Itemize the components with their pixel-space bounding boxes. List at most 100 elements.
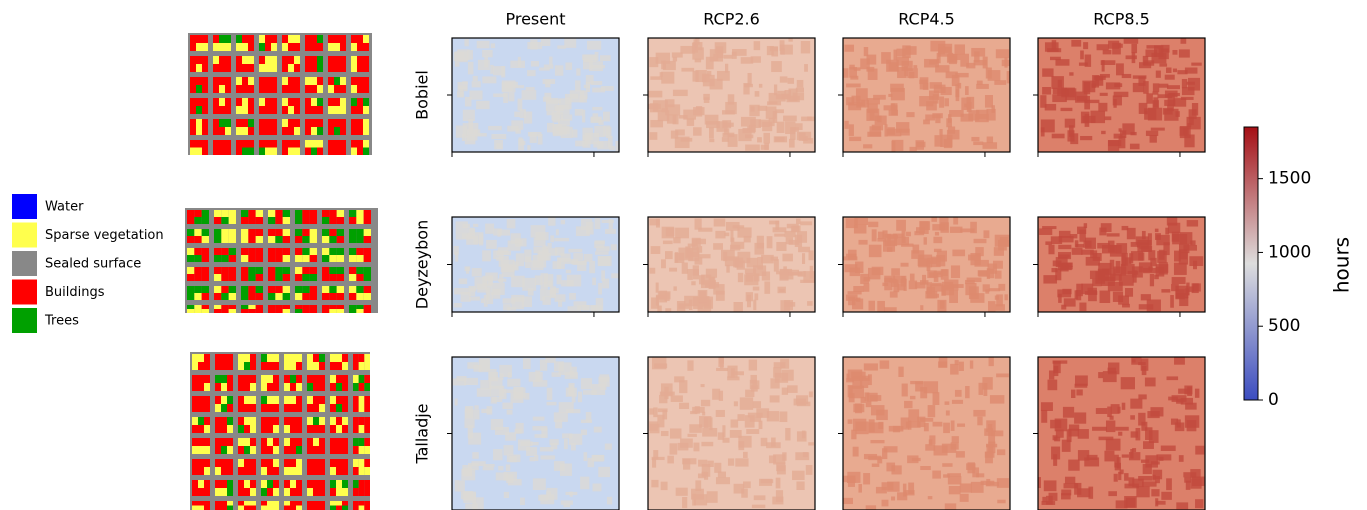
land-cell bbox=[275, 210, 283, 217]
land-cell bbox=[282, 248, 290, 255]
land-cell bbox=[241, 309, 249, 313]
heatmap-patch bbox=[871, 463, 880, 467]
land-cell bbox=[364, 459, 370, 467]
heatmap-patch bbox=[580, 419, 593, 424]
heatmap-patch bbox=[775, 477, 781, 489]
land-cell bbox=[328, 127, 334, 135]
land-cell bbox=[313, 354, 319, 362]
land-cell bbox=[319, 438, 325, 446]
heatmap-panel bbox=[838, 216, 1011, 317]
heatmap-patch bbox=[1154, 274, 1159, 280]
heatmap-patch bbox=[974, 51, 980, 63]
heatmap-patch bbox=[1114, 83, 1123, 88]
heatmap-patch bbox=[906, 112, 915, 118]
heatmap-panel bbox=[447, 216, 620, 317]
land-cell bbox=[190, 140, 196, 148]
land-cell bbox=[302, 286, 310, 293]
land-cell bbox=[194, 274, 202, 281]
heatmap-patch bbox=[768, 92, 778, 105]
land-cell bbox=[192, 488, 198, 496]
heatmap-patch bbox=[478, 234, 484, 246]
heatmap-patch bbox=[539, 359, 548, 371]
heatmap-patch bbox=[1146, 299, 1161, 312]
heatmap-patch bbox=[863, 473, 871, 485]
land-cell bbox=[307, 438, 313, 446]
heatmap-patch bbox=[713, 284, 725, 295]
heatmap-patch bbox=[691, 237, 701, 247]
heatmap-patch bbox=[517, 98, 523, 111]
land-cell bbox=[353, 362, 359, 370]
heatmap-patch bbox=[1106, 233, 1120, 237]
land-cell bbox=[288, 106, 294, 114]
land-cell bbox=[221, 236, 229, 243]
heatmap-patch bbox=[915, 140, 925, 150]
land-cell bbox=[215, 375, 221, 383]
heatmap-patch bbox=[888, 62, 898, 71]
land-cell bbox=[357, 56, 363, 64]
heatmap-patch bbox=[659, 394, 668, 404]
land-cell bbox=[244, 404, 250, 412]
heatmap-patch bbox=[571, 442, 576, 451]
land-cell bbox=[282, 85, 288, 93]
heatmap-patch bbox=[1112, 291, 1124, 302]
heatmap-patch bbox=[996, 373, 1009, 378]
heatmap-patch bbox=[1061, 439, 1071, 452]
land-cell bbox=[241, 267, 249, 274]
heatmap-patch bbox=[452, 378, 467, 386]
land-cell bbox=[255, 293, 263, 300]
heatmap-patch bbox=[674, 376, 685, 383]
heatmap-patch bbox=[808, 391, 813, 398]
land-cell bbox=[202, 64, 208, 72]
heatmap-patch bbox=[655, 295, 660, 306]
land-cell bbox=[342, 362, 348, 370]
heatmap-patch bbox=[518, 137, 523, 146]
land-cell bbox=[329, 286, 337, 293]
land-cell bbox=[196, 77, 202, 85]
heatmap-patch bbox=[727, 376, 740, 381]
heatmap-patch bbox=[552, 261, 565, 269]
heatmap-patch bbox=[503, 304, 511, 311]
heatmap-panel bbox=[838, 37, 1011, 157]
land-cell bbox=[261, 488, 267, 496]
heatmap-patch bbox=[1148, 430, 1159, 443]
land-cell bbox=[357, 127, 363, 135]
land-cell bbox=[322, 309, 330, 313]
land-cell bbox=[250, 362, 256, 370]
land-cell bbox=[313, 383, 319, 391]
land-cell bbox=[215, 417, 221, 425]
land-cell bbox=[227, 375, 233, 383]
heatmap-patch bbox=[804, 64, 808, 72]
heatmap-patch bbox=[1172, 234, 1188, 245]
heatmap-patch bbox=[789, 138, 795, 148]
heatmap-patch bbox=[889, 278, 897, 283]
heatmap-patch bbox=[1118, 274, 1134, 286]
heatmap-patch bbox=[682, 497, 688, 509]
heatmap-patch bbox=[490, 64, 494, 74]
land-cell bbox=[282, 255, 290, 262]
heatmap-patch bbox=[761, 271, 771, 281]
land-cell bbox=[192, 505, 198, 510]
heatmap-patch bbox=[785, 427, 791, 441]
land-cell bbox=[261, 459, 267, 467]
heatmap-patch bbox=[1150, 257, 1157, 267]
land-cell bbox=[187, 286, 195, 293]
heatmap-patch bbox=[665, 251, 673, 260]
heatmap-patch bbox=[700, 399, 711, 407]
land-cell bbox=[238, 417, 244, 425]
land-cell bbox=[311, 43, 317, 51]
land-cell bbox=[273, 480, 279, 488]
land-cell bbox=[357, 43, 363, 51]
land-cell bbox=[349, 286, 357, 293]
heatmap-panel bbox=[447, 356, 620, 510]
heatmap-patch bbox=[1132, 82, 1144, 93]
heatmap-patch bbox=[771, 46, 779, 57]
heatmap-patch bbox=[957, 423, 966, 427]
heatmap-patch bbox=[571, 392, 576, 403]
land-cell bbox=[227, 501, 233, 506]
land-cell bbox=[244, 438, 250, 446]
land-cell bbox=[282, 106, 288, 114]
heatmap-patch bbox=[927, 496, 933, 500]
land-cell bbox=[356, 293, 364, 300]
heatmap-patch bbox=[664, 386, 669, 400]
land-cell bbox=[364, 375, 370, 383]
